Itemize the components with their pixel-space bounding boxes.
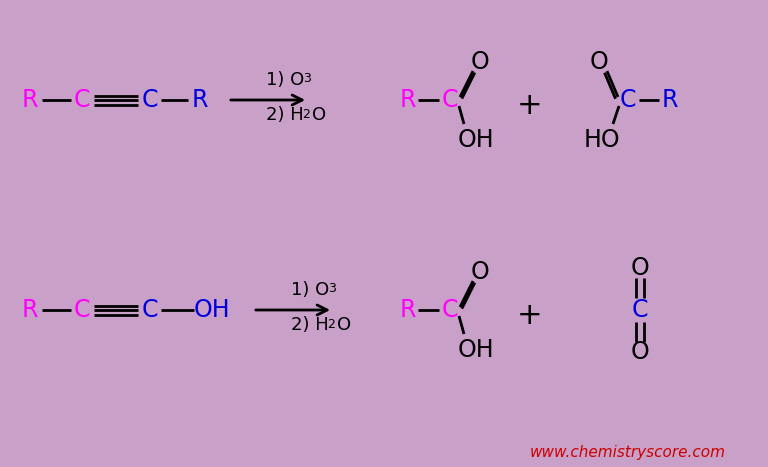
Text: C: C xyxy=(142,88,158,112)
Text: O: O xyxy=(337,316,351,334)
Text: O: O xyxy=(590,50,608,74)
Text: R: R xyxy=(22,298,38,322)
Text: R: R xyxy=(22,88,38,112)
Text: C: C xyxy=(442,88,458,112)
Text: C: C xyxy=(620,88,636,112)
Text: O: O xyxy=(471,260,489,284)
Text: C: C xyxy=(74,298,91,322)
Text: O: O xyxy=(471,50,489,74)
Text: 2) H: 2) H xyxy=(266,106,304,124)
Text: 1) O: 1) O xyxy=(266,71,304,89)
Text: +: + xyxy=(517,300,543,330)
Text: O: O xyxy=(312,106,326,124)
Text: 2: 2 xyxy=(327,318,335,331)
Text: O: O xyxy=(631,340,650,364)
Text: OH: OH xyxy=(194,298,230,322)
Text: C: C xyxy=(142,298,158,322)
Text: www.chemistryscore.com: www.chemistryscore.com xyxy=(530,446,726,460)
Text: 2: 2 xyxy=(302,107,310,120)
Text: 1) O: 1) O xyxy=(291,281,329,299)
Text: +: + xyxy=(517,91,543,120)
Text: HO: HO xyxy=(584,128,621,152)
Text: OH: OH xyxy=(458,128,495,152)
Text: C: C xyxy=(74,88,91,112)
Text: O: O xyxy=(631,256,650,280)
Text: C: C xyxy=(632,298,648,322)
Text: 3: 3 xyxy=(303,72,311,85)
Text: R: R xyxy=(192,88,208,112)
Text: R: R xyxy=(400,298,416,322)
Text: 2) H: 2) H xyxy=(291,316,329,334)
Text: R: R xyxy=(400,88,416,112)
Text: C: C xyxy=(442,298,458,322)
Text: 3: 3 xyxy=(328,283,336,296)
Text: OH: OH xyxy=(458,338,495,362)
Text: R: R xyxy=(662,88,678,112)
